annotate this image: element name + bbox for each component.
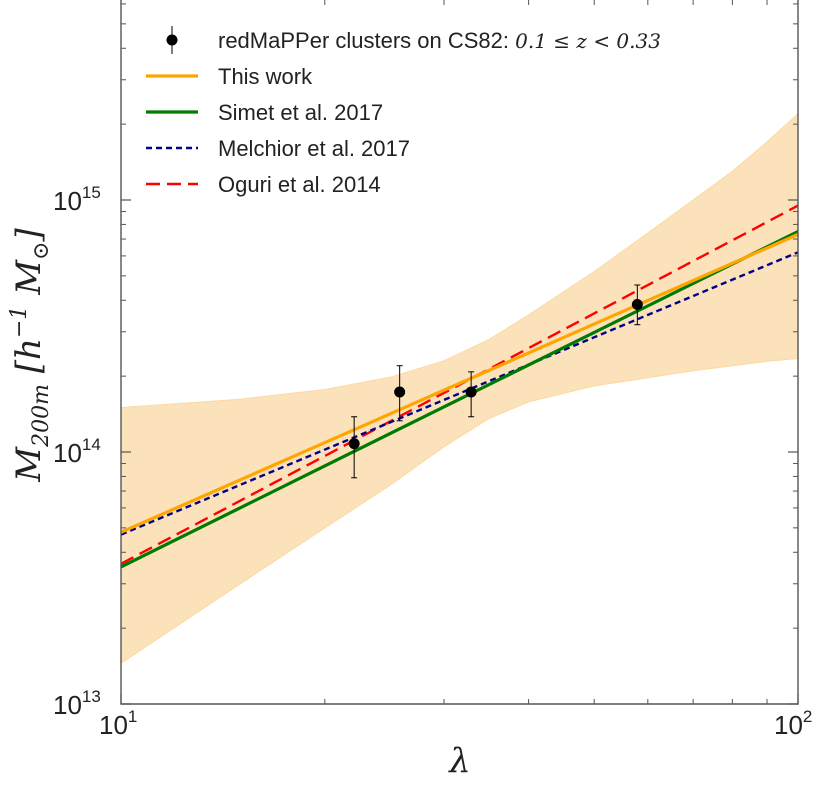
legend-item-3: Simet et al. 2017 bbox=[146, 100, 383, 125]
legend-item-1: redMaPPer clusters on CS82: 0.1 ≤ z < 0.… bbox=[166, 26, 661, 54]
data-marker bbox=[348, 438, 360, 450]
series-layer bbox=[121, 204, 798, 569]
legend-item-2: This work bbox=[146, 64, 313, 89]
series-line-this-work bbox=[121, 232, 798, 534]
uncertainty-band-layer bbox=[121, 113, 798, 664]
uncertainty-band bbox=[121, 113, 798, 664]
legend-label: Oguri et al. 2014 bbox=[218, 172, 381, 197]
x-axis-label: λ bbox=[447, 741, 471, 781]
data-point-3 bbox=[465, 371, 477, 418]
x-tick-label-2: 102 bbox=[774, 707, 812, 740]
legend-label: Melchior et al. 2017 bbox=[218, 136, 410, 161]
legend-label: Simet et al. 2017 bbox=[218, 100, 383, 125]
legend-item-4: Melchior et al. 2017 bbox=[146, 136, 410, 161]
y-tick-label-1: 1013 bbox=[53, 687, 101, 720]
legend-redshift-range: 0.1 ≤ z < 0.33 bbox=[515, 29, 661, 53]
series-line-simet-et-al-2017 bbox=[121, 230, 798, 569]
data-marker bbox=[394, 386, 406, 398]
data-marker bbox=[465, 386, 477, 398]
series-line-melchior-et-al-2017 bbox=[121, 251, 798, 536]
legend-label: This work bbox=[218, 64, 313, 89]
x-tick-label-1: 101 bbox=[99, 707, 137, 740]
y-tick-label-3: 1015 bbox=[53, 183, 101, 216]
data-points-layer bbox=[348, 284, 643, 479]
data-point-4 bbox=[631, 284, 643, 326]
legend-label: redMaPPer clusters on CS82: 0.1 ≤ z < 0.… bbox=[218, 28, 661, 53]
data-point-1 bbox=[348, 416, 360, 479]
plot-frame bbox=[120, 0, 799, 705]
legend: redMaPPer clusters on CS82: 0.1 ≤ z < 0.… bbox=[146, 26, 661, 197]
legend-point-marker bbox=[166, 34, 178, 46]
y-axis-label: M200m [h−1 M⊙] bbox=[7, 228, 54, 483]
axes-layer: 101 102 1013 1014 1015 λ M200m [h−1 M⊙] bbox=[7, 0, 812, 781]
y-tick-label-2: 1014 bbox=[53, 435, 101, 468]
data-point-2 bbox=[394, 365, 406, 422]
legend-item-5: Oguri et al. 2014 bbox=[146, 172, 381, 197]
data-marker bbox=[631, 298, 643, 310]
